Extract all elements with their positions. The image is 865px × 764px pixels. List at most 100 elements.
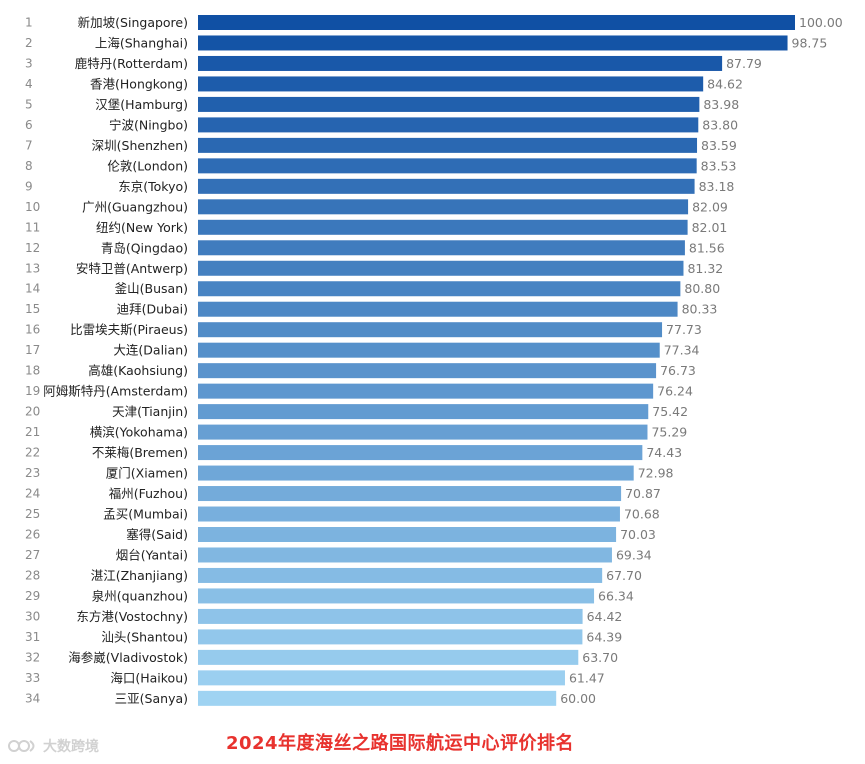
bar: [198, 649, 579, 665]
value-label: 60.00: [560, 691, 596, 706]
value-label: 84.62: [707, 76, 743, 91]
category-label: 烟台(Yantai): [116, 547, 188, 562]
category-label: 高雄(Kaohsiung): [88, 363, 188, 378]
rank-label: 7: [25, 138, 33, 152]
bar: [198, 363, 657, 379]
value-label: 64.39: [586, 629, 622, 644]
category-label: 纽约(New York): [96, 220, 188, 235]
rank-label: 29: [25, 589, 40, 603]
bar: [198, 76, 704, 92]
bar: [198, 55, 723, 71]
value-label: 81.56: [689, 240, 725, 255]
bar: [198, 158, 697, 174]
value-label: 81.32: [687, 261, 723, 276]
bar: [198, 15, 795, 30]
value-label: 66.34: [598, 588, 634, 603]
category-label: 新加坡(Singapore): [78, 15, 188, 30]
rank-label: 19: [25, 384, 40, 398]
value-label: 69.34: [616, 547, 652, 562]
category-label: 迪拜(Dubai): [117, 302, 188, 317]
rank-label: 10: [25, 200, 40, 214]
rank-label: 31: [25, 630, 40, 644]
bar: [198, 301, 678, 317]
chart-title: 2024年度海丝之路国际航运中心评价排名: [225, 733, 575, 754]
value-label: 83.59: [701, 138, 737, 153]
rank-label: 13: [25, 261, 40, 275]
value-label: 67.70: [606, 568, 642, 583]
rank-label: 24: [25, 487, 40, 501]
category-label: 伦敦(London): [107, 158, 188, 173]
category-label: 鹿特丹(Rotterdam): [75, 56, 188, 71]
rank-label: 21: [25, 425, 40, 439]
bar: [198, 281, 681, 297]
value-label: 82.01: [692, 220, 728, 235]
rank-label: 15: [25, 302, 40, 316]
rank-label: 30: [25, 609, 40, 623]
rank-label: 1: [25, 16, 33, 30]
bar: [198, 588, 595, 604]
category-label: 泉州(quanzhou): [92, 588, 188, 603]
value-label: 63.70: [582, 650, 618, 665]
category-label: 东京(Tokyo): [118, 179, 188, 194]
rank-label: 23: [25, 466, 40, 480]
bar: [198, 486, 622, 502]
value-label: 70.68: [624, 507, 660, 522]
bar: [198, 424, 648, 440]
category-label: 安特卫普(Antwerp): [76, 261, 188, 276]
value-label: 77.34: [664, 343, 700, 358]
value-label: 100.00: [799, 15, 843, 30]
category-label: 塞得(Said): [126, 527, 188, 542]
category-label: 横滨(Yokohama): [90, 425, 188, 440]
category-label: 东方港(Vostochny): [76, 609, 188, 624]
bar: [198, 506, 620, 522]
bar: [198, 670, 565, 686]
brand-logo-icon: [8, 740, 35, 752]
rank-label: 11: [25, 220, 40, 234]
bar: [198, 608, 583, 624]
value-label: 61.47: [569, 670, 605, 685]
category-label: 广州(Guangzhou): [82, 199, 188, 214]
bar: [198, 137, 698, 153]
rank-label: 32: [25, 650, 40, 664]
bar: [198, 342, 660, 358]
rank-label: 14: [25, 282, 40, 296]
rank-label: 16: [25, 323, 40, 337]
rank-label: 3: [25, 56, 33, 70]
value-label: 87.79: [726, 56, 762, 71]
category-label: 宁波(Ningbo): [109, 117, 188, 132]
value-label: 83.80: [702, 117, 738, 132]
rank-label: 9: [25, 179, 33, 193]
bar: [198, 96, 700, 112]
bar: [198, 383, 654, 399]
bar: [198, 199, 689, 215]
rank-label: 18: [25, 364, 40, 378]
bar: [198, 219, 688, 235]
rank-label: 12: [25, 241, 40, 255]
value-label: 70.87: [625, 486, 661, 501]
bar: [198, 240, 685, 256]
bar: [198, 465, 634, 481]
value-label: 98.75: [792, 35, 828, 50]
value-label: 83.53: [701, 158, 737, 173]
rank-label: 27: [25, 548, 40, 562]
category-label: 海口(Haikou): [110, 670, 188, 685]
bar: [198, 629, 583, 645]
value-label: 75.42: [652, 404, 688, 419]
rank-label: 34: [25, 691, 40, 705]
rank-label: 22: [25, 446, 40, 460]
category-label: 天津(Tianjin): [112, 404, 188, 419]
value-label: 64.42: [587, 609, 623, 624]
category-label: 深圳(Shenzhen): [92, 138, 188, 153]
value-label: 74.43: [646, 445, 682, 460]
bar: [198, 547, 612, 563]
bar: [198, 322, 663, 338]
category-label: 阿姆斯特丹(Amsterdam): [43, 384, 188, 399]
category-label: 不莱梅(Bremen): [92, 445, 188, 460]
bar: [198, 35, 788, 51]
rank-label: 17: [25, 343, 40, 357]
rank-label: 6: [25, 118, 33, 132]
rank-label: 26: [25, 528, 40, 542]
watermark-logo: 大数跨境: [8, 736, 99, 756]
bar: [198, 117, 699, 133]
